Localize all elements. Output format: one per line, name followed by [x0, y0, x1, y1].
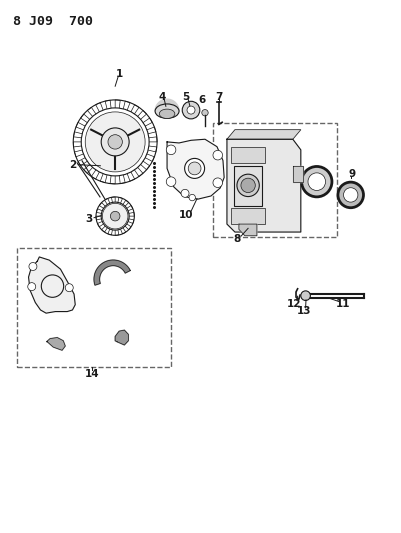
Bar — [213, 123, 336, 237]
Ellipse shape — [96, 197, 134, 236]
Ellipse shape — [180, 189, 188, 197]
Ellipse shape — [159, 109, 174, 118]
Bar — [230, 208, 264, 224]
Bar — [230, 147, 264, 163]
Ellipse shape — [85, 112, 145, 172]
Text: 9: 9 — [348, 169, 354, 179]
Ellipse shape — [110, 211, 119, 221]
Ellipse shape — [81, 108, 149, 176]
Ellipse shape — [166, 145, 175, 155]
Ellipse shape — [108, 135, 122, 149]
Ellipse shape — [101, 128, 129, 156]
Polygon shape — [94, 260, 130, 285]
Text: 6: 6 — [198, 95, 205, 105]
Text: 7: 7 — [215, 92, 222, 102]
Ellipse shape — [182, 101, 199, 119]
Ellipse shape — [102, 203, 128, 229]
Text: 11: 11 — [335, 298, 349, 309]
Ellipse shape — [186, 106, 194, 114]
Text: 5: 5 — [182, 92, 189, 102]
Polygon shape — [155, 99, 178, 111]
Polygon shape — [227, 139, 300, 232]
Polygon shape — [47, 337, 65, 350]
Polygon shape — [238, 224, 256, 236]
Ellipse shape — [155, 104, 178, 118]
Ellipse shape — [307, 173, 325, 190]
Polygon shape — [115, 330, 128, 345]
Ellipse shape — [236, 174, 259, 197]
Ellipse shape — [184, 158, 204, 179]
Bar — [17, 248, 171, 367]
Ellipse shape — [213, 178, 222, 188]
Ellipse shape — [240, 178, 255, 192]
Ellipse shape — [300, 291, 310, 301]
Text: 1: 1 — [115, 69, 122, 79]
Ellipse shape — [188, 162, 200, 175]
Ellipse shape — [28, 282, 36, 290]
Polygon shape — [292, 166, 302, 182]
Ellipse shape — [166, 177, 175, 187]
Text: 13: 13 — [296, 306, 310, 316]
Text: 2: 2 — [69, 160, 76, 169]
Ellipse shape — [343, 188, 357, 202]
Ellipse shape — [301, 166, 331, 197]
Text: 3: 3 — [85, 214, 93, 224]
Bar — [233, 166, 262, 206]
Text: 12: 12 — [286, 298, 300, 309]
Ellipse shape — [337, 182, 363, 208]
Text: 10: 10 — [178, 209, 193, 220]
Text: 8 J09  700: 8 J09 700 — [13, 14, 93, 28]
Text: 14: 14 — [85, 369, 99, 378]
Polygon shape — [227, 130, 300, 139]
Ellipse shape — [101, 202, 129, 230]
Polygon shape — [28, 257, 75, 313]
Ellipse shape — [188, 195, 195, 201]
Text: 4: 4 — [158, 92, 165, 102]
Ellipse shape — [201, 110, 208, 116]
Ellipse shape — [73, 100, 157, 184]
Ellipse shape — [29, 262, 37, 271]
Text: 8: 8 — [233, 234, 240, 244]
Ellipse shape — [65, 284, 73, 292]
Ellipse shape — [213, 150, 222, 160]
Polygon shape — [167, 139, 224, 199]
